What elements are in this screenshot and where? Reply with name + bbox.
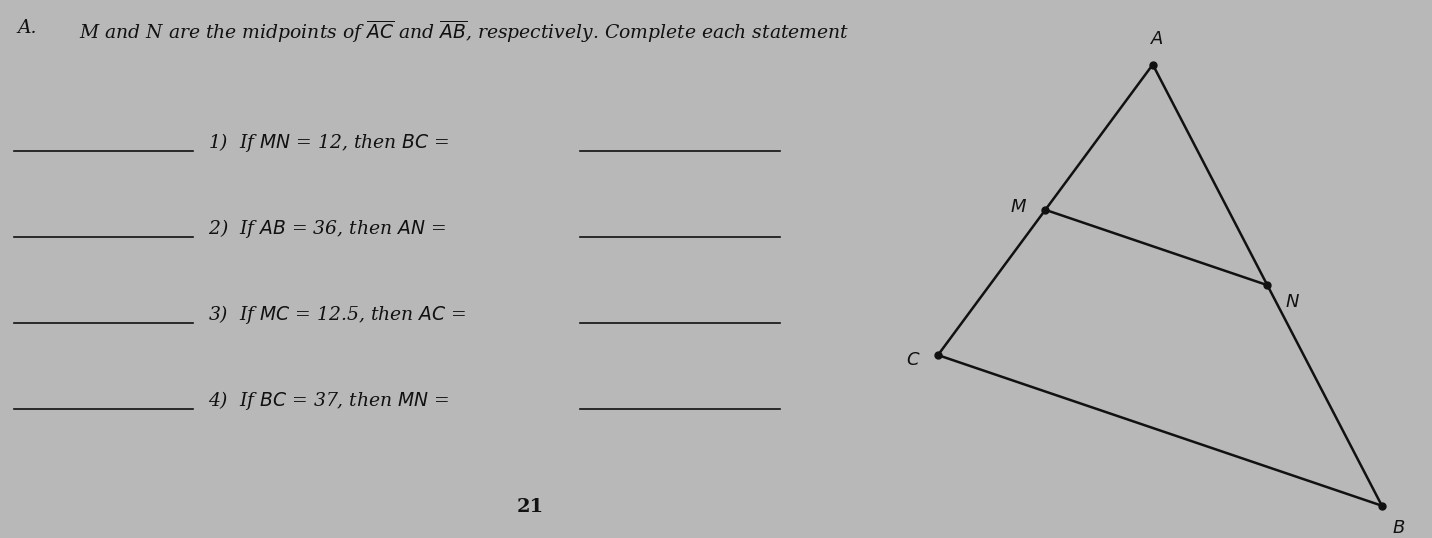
Text: $M$: $M$ — [1010, 198, 1027, 216]
Text: 3)  If $MC$ = 12.5, then $AC$ =: 3) If $MC$ = 12.5, then $AC$ = — [208, 303, 465, 326]
Text: 4)  If $BC$ = 37, then $MN$ =: 4) If $BC$ = 37, then $MN$ = — [208, 390, 450, 412]
Text: 1)  If $MN$ = 12, then $BC$ =: 1) If $MN$ = 12, then $BC$ = — [208, 131, 450, 154]
Text: $N$: $N$ — [1285, 293, 1299, 311]
Text: 21: 21 — [516, 499, 544, 516]
Text: $A$: $A$ — [1150, 31, 1164, 48]
Text: M and N are the midpoints of $\overline{AC}$ and $\overline{AB}$, respectively. : M and N are the midpoints of $\overline{… — [79, 19, 849, 46]
Text: $C$: $C$ — [906, 351, 921, 370]
Text: $B$: $B$ — [1392, 519, 1406, 537]
Text: 2)  If $AB$ = 36, then $AN$ =: 2) If $AB$ = 36, then $AN$ = — [208, 217, 445, 240]
Text: A.: A. — [17, 19, 37, 37]
